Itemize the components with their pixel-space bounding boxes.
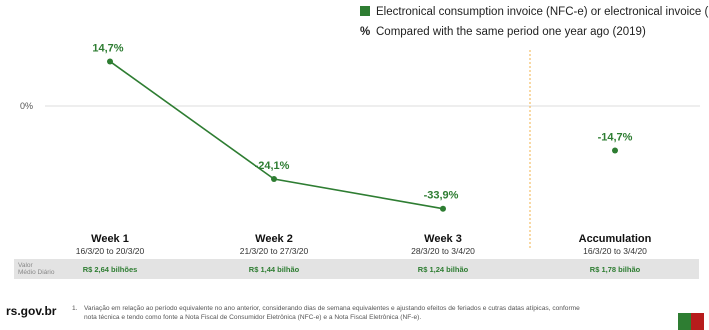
daily-average-week-3: R$ 1,24 bilhão xyxy=(417,265,469,274)
category-name: Accumulation xyxy=(578,233,652,245)
legend-swatch-icon xyxy=(360,6,370,16)
data-point xyxy=(271,176,277,183)
category-range: 28/3/20 to 3/4/20 xyxy=(411,246,475,256)
daily-average-week-2: R$ 1,44 bilhão xyxy=(248,265,300,274)
state-flag-icon xyxy=(678,313,704,330)
category-name: Week 3 xyxy=(424,233,462,245)
category-week-2: Week 2 21/3/20 to 27/3/20 xyxy=(199,233,349,256)
data-label: 14,7% xyxy=(92,42,123,54)
footnote-text: Variação em relação ao período equivalen… xyxy=(84,305,580,321)
legend-percent: % Compared with the same period one year … xyxy=(360,26,646,38)
legend-series-label: Electronical consumption invoice (NFC-e)… xyxy=(376,6,709,18)
series-line xyxy=(109,60,444,210)
daily-average-accumulation: R$ 1,78 bilhão xyxy=(589,265,641,274)
category-week-3: Week 3 28/3/20 to 3/4/20 xyxy=(368,233,518,256)
category-range: 21/3/20 to 27/3/20 xyxy=(239,246,309,256)
daily-average-row-label: Valor Médio Diário xyxy=(18,262,55,276)
daily-average-week-1: R$ 2,64 bilhões xyxy=(82,265,138,274)
footnote-number: 1. xyxy=(72,305,78,312)
data-point xyxy=(107,58,113,65)
legend-series: Electronical consumption invoice (NFC-e)… xyxy=(360,6,709,18)
legend-percent-label: Compared with the same period one year a… xyxy=(376,26,646,38)
category-range: 16/3/20 to 3/4/20 xyxy=(583,246,647,256)
category-name: Week 2 xyxy=(255,233,293,245)
y-tick-label: 0% xyxy=(20,101,33,111)
legend-percent-symbol: % xyxy=(360,26,371,38)
category-range: 16/3/20 to 20/3/20 xyxy=(75,246,145,256)
site-url[interactable]: rs.gov.br xyxy=(6,304,57,318)
row-label-line: Médio Diário xyxy=(18,269,55,276)
accumulation-point xyxy=(612,147,618,154)
accumulation-label: -14,7% xyxy=(598,132,633,144)
data-label: -24,1% xyxy=(255,160,290,172)
data-point xyxy=(440,205,446,212)
flag-red-stripe xyxy=(691,313,704,330)
category-week-1: Week 1 16/3/20 to 20/3/20 xyxy=(35,233,185,256)
data-label: -33,9% xyxy=(424,190,459,202)
category-accumulation: Accumulation 16/3/20 to 3/4/20 xyxy=(540,233,690,256)
category-name: Week 1 xyxy=(91,233,129,245)
row-label-line: Valor xyxy=(18,262,33,269)
daily-average-band xyxy=(14,259,699,279)
flag-green-stripe xyxy=(678,313,691,330)
